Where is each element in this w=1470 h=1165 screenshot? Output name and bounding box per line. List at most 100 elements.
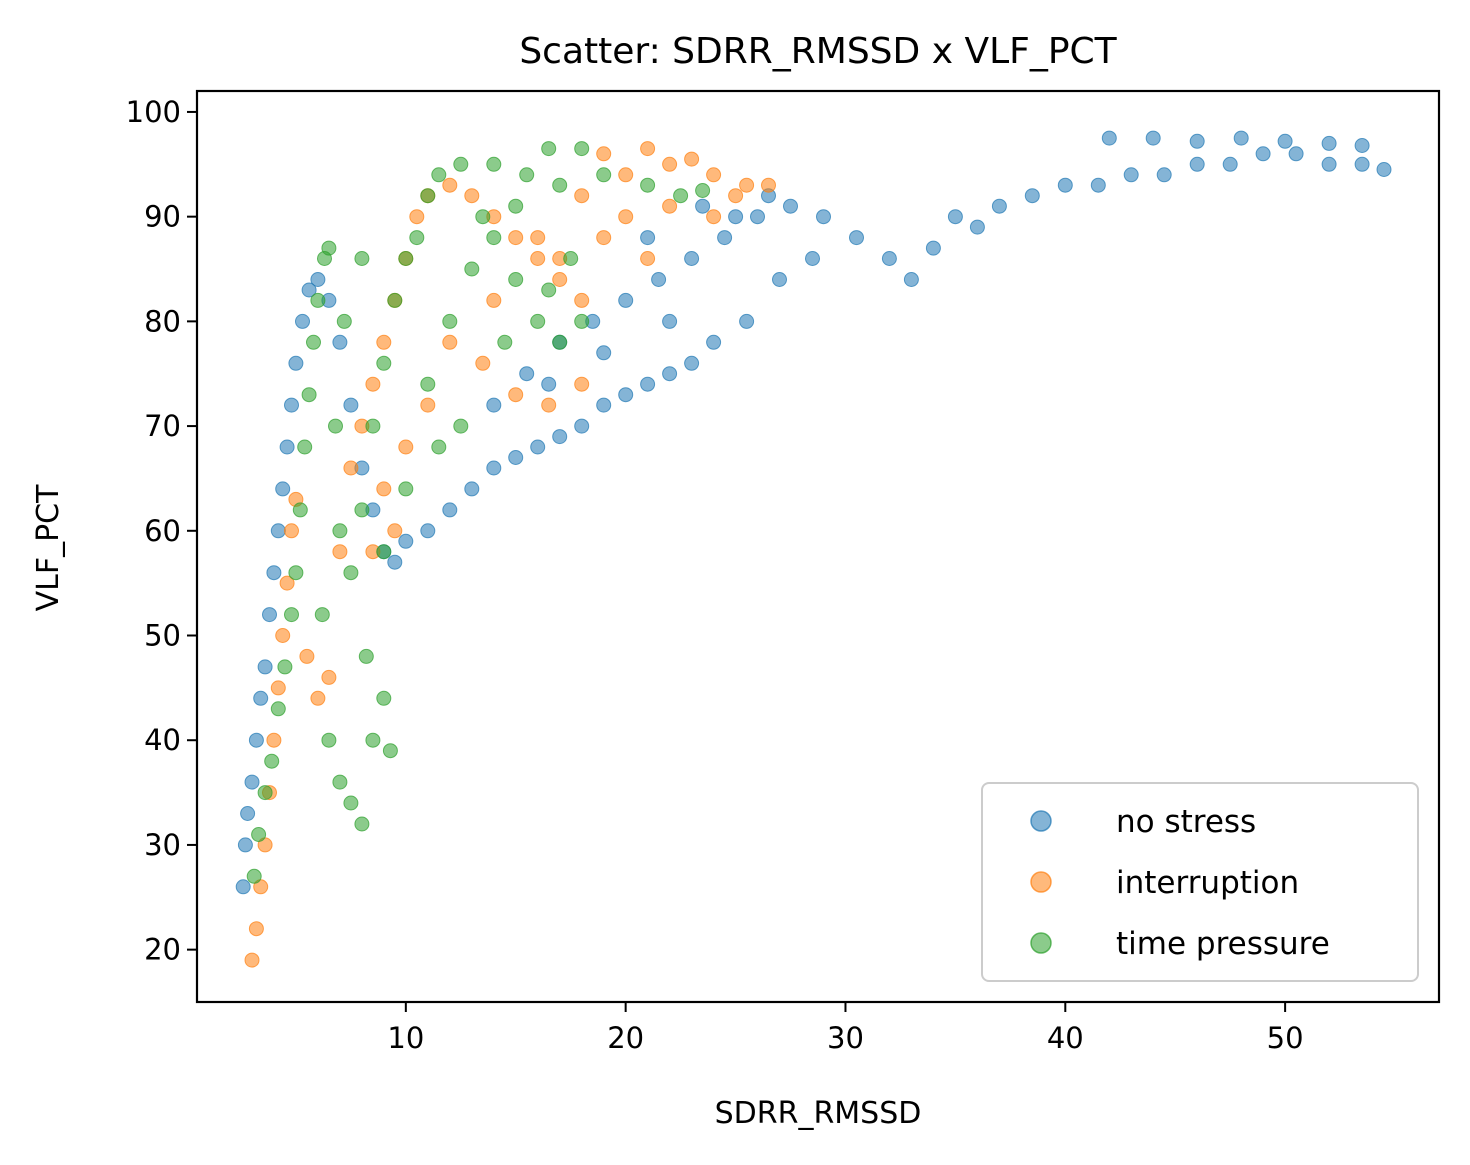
legend-box: [981, 782, 1419, 982]
x-tick-label: 30: [827, 1021, 864, 1055]
data-point: [284, 397, 299, 413]
y-tick-label: 90: [144, 200, 181, 234]
data-point: [284, 523, 299, 539]
data-point: [240, 806, 256, 821]
plot-frame: [195, 89, 1441, 1004]
data-point: [1057, 177, 1073, 193]
data-point: [279, 575, 295, 591]
data-point: [1156, 167, 1172, 183]
data-point: [376, 355, 392, 371]
data-point: [596, 345, 612, 361]
data-point: [574, 418, 590, 434]
data-point: [596, 167, 612, 183]
data-point: [519, 366, 535, 382]
data-point: [618, 387, 634, 403]
data-point: [739, 177, 755, 193]
data-point: [574, 188, 590, 204]
data-point: [420, 523, 436, 539]
data-point: [1222, 156, 1238, 172]
y-axis-ticks: 20 30 40 50 60 70 80 90 100: [126, 95, 197, 967]
data-point: [1288, 146, 1304, 162]
data-point: [508, 272, 524, 287]
data-point: [947, 209, 963, 225]
data-point: [275, 628, 291, 643]
data-point: [662, 198, 678, 214]
data-point: [1321, 135, 1337, 151]
data-point: [1233, 130, 1249, 146]
data-point: [552, 429, 568, 445]
data-point: [237, 837, 253, 853]
data-point: [717, 230, 733, 246]
data-point: [398, 251, 414, 266]
data-point: [464, 188, 480, 204]
y-tick-label: 20: [144, 933, 181, 967]
data-point: [248, 732, 264, 748]
data-point: [257, 785, 273, 801]
data-point: [563, 251, 579, 266]
data-point: [1189, 133, 1205, 149]
data-point: [332, 523, 348, 539]
data-point: [306, 334, 321, 350]
data-point: [442, 177, 458, 193]
data-point: [299, 648, 315, 664]
data-point: [301, 282, 317, 298]
x-tick-label: 20: [607, 1021, 644, 1055]
data-point: [640, 376, 656, 392]
data-point: [310, 690, 326, 706]
data-point: [684, 355, 700, 371]
y-tick-label: 50: [144, 619, 181, 653]
data-point: [365, 732, 381, 748]
x-axis-ticks: 10 20 30 40 50: [387, 1002, 1304, 1055]
data-point: [1321, 156, 1337, 172]
data-point: [262, 607, 277, 623]
data-point: [816, 209, 831, 225]
data-point: [336, 313, 352, 329]
data-point: [541, 397, 557, 413]
chart-title: Scatter: SDRR_RMSSD x VLF_PCT: [519, 31, 1117, 72]
data-point: [750, 209, 765, 225]
legend: no stress interruption time pressure: [981, 782, 1419, 982]
data-point: [475, 209, 491, 225]
y-tick-label: 30: [144, 828, 181, 862]
data-point: [772, 272, 787, 287]
data-point: [314, 607, 330, 623]
data-point: [244, 952, 260, 968]
data-point: [706, 209, 722, 225]
data-point: [508, 387, 524, 403]
data-point: [398, 439, 414, 455]
data-point: [761, 177, 776, 193]
data-point: [530, 251, 546, 266]
data-point: [420, 376, 436, 392]
data-point: [530, 230, 546, 246]
data-point: [475, 355, 491, 371]
data-point: [706, 334, 722, 350]
data-point: [246, 868, 262, 884]
data-point: [530, 313, 546, 329]
data-point: [508, 198, 524, 214]
data-point: [1090, 177, 1106, 193]
y-tick-label: 60: [144, 514, 181, 548]
data-point: [270, 523, 286, 539]
legend-marker: [1030, 932, 1052, 954]
legend-label: interruption: [1116, 865, 1299, 901]
data-point: [343, 565, 359, 581]
data-point: [332, 544, 348, 560]
data-point: [596, 397, 612, 413]
data-point: [849, 230, 864, 246]
data-point: [343, 460, 359, 476]
data-point: [673, 188, 689, 204]
data-point: [235, 879, 251, 895]
data-point: [1145, 130, 1161, 146]
data-point: [574, 313, 590, 329]
data-point: [453, 418, 469, 434]
data-point: [695, 183, 711, 198]
data-point: [453, 156, 469, 172]
data-point: [1189, 156, 1205, 172]
data-point: [264, 753, 280, 769]
x-tick-label: 10: [387, 1021, 424, 1055]
data-point: [398, 533, 414, 549]
data-point: [552, 272, 568, 287]
data-point: [387, 523, 403, 539]
